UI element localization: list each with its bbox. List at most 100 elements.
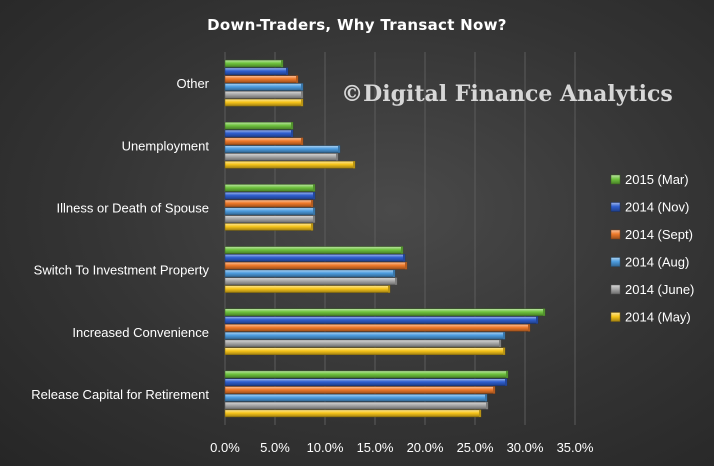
category-label-other: Other [176, 76, 209, 91]
bar-other-2014-may [224, 98, 304, 107]
x-tick-label: 20.0% [407, 440, 444, 455]
legend-label: 2014 (Aug) [625, 255, 689, 270]
bar-illness-or-death-of-spouse-2015-mar [224, 184, 316, 192]
legend-label: 2014 (May) [625, 310, 691, 325]
category-label-release-capital-for-retirement: Release Capital for Retirement [31, 387, 209, 402]
category-labels: Other Unemployment Illness or Death of Spo… [31, 76, 209, 402]
bar-end-release-capital-for-retirement-2015-mar [506, 370, 508, 378]
bar-switch-to-investment-property-2014-aug [224, 269, 396, 278]
bar-group-increased-convenience [224, 308, 546, 355]
bar-end-release-capital-for-retirement-2014-may [479, 409, 481, 417]
bar-increased-convenience-2015-mar [224, 308, 546, 316]
x-tick-label: 0.0% [210, 440, 240, 455]
bar-end-unemployment-2015-mar [291, 122, 293, 130]
legend: 2015 (Mar) 2014 (Nov) 2014 (Sept) 2014 (Aug… [610, 172, 694, 325]
category-label-unemployment: Unemployment [122, 138, 210, 153]
bars-group [224, 59, 546, 418]
legend-label: 2014 (June) [625, 282, 694, 297]
bar-end-increased-convenience-2014-may [503, 347, 505, 355]
legend-label: 2014 (Nov) [625, 200, 689, 215]
legend-item-2015-mar: 2015 (Mar) [610, 172, 689, 187]
bar-end-release-capital-for-retirement-2014-nov [505, 378, 507, 386]
bar-end-release-capital-for-retirement-2014-aug [485, 394, 487, 402]
x-tick-labels: 0.0% 5.0% 10.0% 15.0% 20.0% 25.0% 30.0% 35.0% [210, 440, 594, 455]
bar-unemployment-2014-sept [224, 137, 304, 146]
bar-end-illness-or-death-of-spouse-2014-nov [313, 192, 315, 200]
category-label-increased-convenience: Increased Convenience [72, 325, 209, 340]
bar-group-switch-to-investment-property [224, 246, 408, 293]
bar-end-increased-convenience-2014-nov [536, 316, 538, 324]
bar-increased-convenience-2014-june [224, 339, 502, 348]
bar-unemployment-2014-nov [224, 129, 294, 138]
bar-other-2014-sept [224, 75, 299, 83]
bar-end-illness-or-death-of-spouse-2014-may [311, 223, 313, 231]
legend-swatch [610, 202, 621, 212]
bar-end-switch-to-investment-property-2015-mar [401, 246, 403, 254]
bar-increased-convenience-2014-may [224, 347, 506, 355]
bar-end-illness-or-death-of-spouse-2014-sept [311, 200, 313, 208]
bar-increased-convenience-2014-aug [224, 331, 506, 340]
legend-swatch [610, 174, 621, 185]
bar-increased-convenience-2014-sept [224, 324, 531, 332]
bar-group-other [224, 59, 304, 107]
bar-end-other-2014-june [301, 91, 303, 99]
bar-other-2014-june [224, 91, 304, 99]
bar-switch-to-investment-property-2014-nov [224, 254, 406, 262]
bar-release-capital-for-retirement-2014-june [224, 401, 489, 410]
bar-end-illness-or-death-of-spouse-2014-june [313, 215, 315, 223]
legend-swatch [610, 257, 621, 267]
bar-end-increased-convenience-2014-aug [503, 332, 505, 340]
legend-item-2014-may: 2014 (May) [610, 310, 691, 325]
bar-increased-convenience-2014-nov [224, 316, 539, 324]
bar-end-switch-to-investment-property-2014-sept [405, 262, 407, 270]
bar-switch-to-investment-property-2014-may [224, 285, 391, 293]
bar-end-other-2014-nov [286, 67, 288, 75]
x-tick-label: 5.0% [260, 440, 290, 455]
bar-illness-or-death-of-spouse-2014-sept [224, 199, 314, 208]
legend-label: 2015 (Mar) [625, 172, 689, 187]
bar-end-release-capital-for-retirement-2014-june [486, 402, 488, 410]
bar-release-capital-for-retirement-2014-sept [224, 386, 496, 394]
bar-end-increased-convenience-2014-june [499, 339, 501, 347]
bar-other-2015-mar [224, 59, 284, 68]
chart-title: Down-Traders, Why Transact Now? [207, 16, 507, 34]
bar-end-unemployment-2014-june [336, 153, 338, 161]
bar-end-unemployment-2014-aug [338, 145, 340, 153]
category-label-illness-or-death-of-spouse: Illness or Death of Spouse [57, 200, 209, 215]
legend-swatch [610, 229, 621, 240]
bar-switch-to-investment-property-2014-june [224, 277, 398, 286]
bar-end-release-capital-for-retirement-2014-sept [493, 386, 495, 394]
bar-end-switch-to-investment-property-2014-nov [403, 254, 405, 262]
bar-release-capital-for-retirement-2014-nov [224, 378, 508, 386]
bar-end-increased-convenience-2014-sept [528, 324, 530, 332]
bar-end-unemployment-2014-may [353, 161, 355, 169]
bar-switch-to-investment-property-2014-sept [224, 261, 408, 270]
bar-end-switch-to-investment-property-2014-aug [393, 269, 395, 277]
bar-illness-or-death-of-spouse-2014-aug [224, 207, 316, 216]
legend-item-2014-sept: 2014 (Sept) [610, 227, 693, 242]
bar-illness-or-death-of-spouse-2014-june [224, 215, 316, 223]
bar-unemployment-2015-mar [224, 122, 294, 130]
x-tick-label: 35.0% [557, 440, 594, 455]
legend-swatch [610, 312, 621, 322]
bar-switch-to-investment-property-2015-mar [224, 246, 404, 254]
legend-item-2014-nov: 2014 (Nov) [610, 200, 689, 215]
category-label-switch-to-investment-property: Switch To Investment Property [34, 263, 210, 278]
bar-end-other-2014-aug [301, 83, 303, 91]
bar-unemployment-2014-june [224, 153, 339, 161]
bar-end-other-2015-mar [281, 60, 283, 68]
legend-item-2014-aug: 2014 (Aug) [610, 255, 689, 270]
bar-end-switch-to-investment-property-2014-june [395, 277, 397, 285]
x-tick-label: 15.0% [357, 440, 394, 455]
bar-group-unemployment [224, 122, 356, 169]
bar-end-unemployment-2014-nov [291, 130, 293, 138]
bar-release-capital-for-retirement-2014-aug [224, 394, 488, 402]
legend-item-2014-june: 2014 (June) [610, 282, 694, 297]
bar-end-other-2014-may [301, 99, 303, 107]
legend-label: 2014 (Sept) [625, 227, 693, 242]
bar-unemployment-2014-aug [224, 145, 341, 153]
bar-release-capital-for-retirement-2014-may [224, 409, 482, 418]
bar-unemployment-2014-may [224, 161, 356, 169]
bar-group-release-capital-for-retirement [224, 370, 509, 418]
